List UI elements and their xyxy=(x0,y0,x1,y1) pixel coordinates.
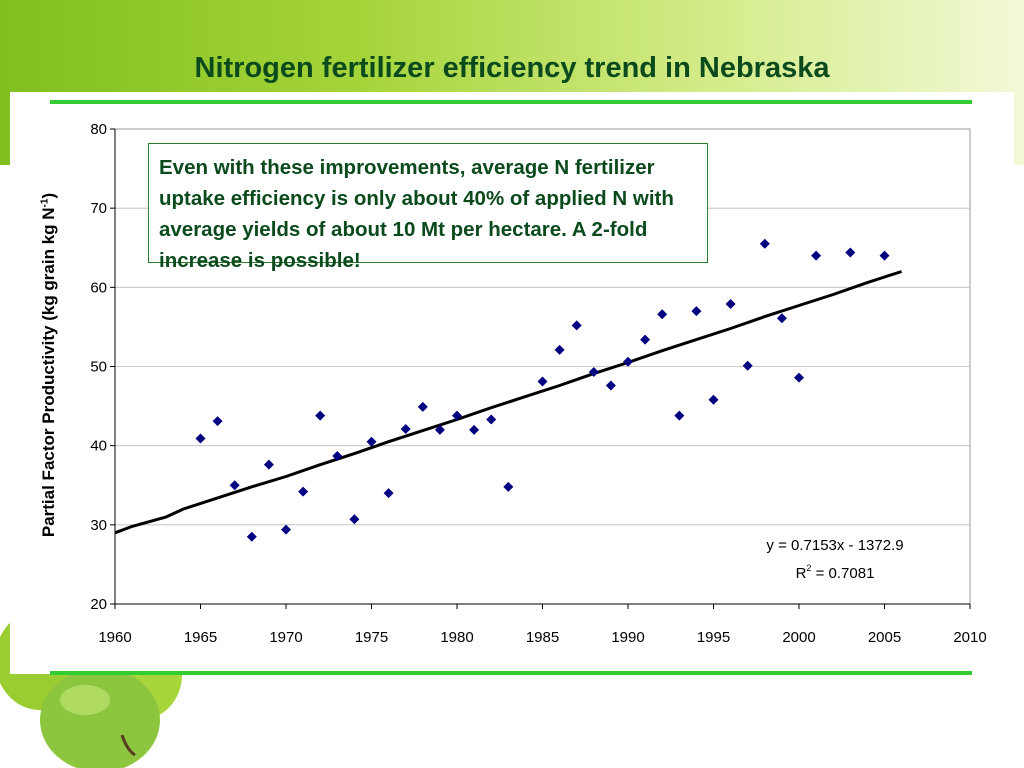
data-point xyxy=(212,416,223,427)
data-point xyxy=(674,410,685,421)
data-point xyxy=(537,376,548,387)
x-tick-label: 1995 xyxy=(697,629,730,646)
data-point xyxy=(503,481,514,492)
x-tick-label: 1965 xyxy=(184,629,217,646)
x-tick-label: 1960 xyxy=(98,629,131,646)
y-tick-label: 50 xyxy=(90,359,107,376)
data-point xyxy=(554,344,565,355)
x-tick-label: 1970 xyxy=(269,629,302,646)
data-point xyxy=(246,531,257,542)
callout-box: Even with these improvements, average N … xyxy=(148,143,708,272)
y-axis-label: Partial Factor Productivity (kg grain kg… xyxy=(39,192,58,538)
data-point xyxy=(349,514,360,525)
data-point xyxy=(845,247,856,258)
data-point xyxy=(383,488,394,499)
data-points xyxy=(195,238,890,542)
trendline-group xyxy=(114,270,903,535)
data-point xyxy=(281,524,291,535)
slide-title: Nitrogen fertilizer efficiency trend in … xyxy=(194,52,830,84)
data-point xyxy=(623,356,633,367)
data-point xyxy=(794,372,804,383)
y-tick-label: 70 xyxy=(90,200,107,217)
data-point xyxy=(486,414,497,425)
data-point xyxy=(366,436,377,447)
data-point xyxy=(691,306,702,317)
y-tick-label: 30 xyxy=(90,517,107,534)
data-point xyxy=(588,367,599,378)
x-tick-label: 1980 xyxy=(440,629,473,646)
axes xyxy=(110,128,971,609)
data-point xyxy=(434,424,445,435)
data-point xyxy=(776,313,787,324)
data-point xyxy=(469,424,480,435)
data-point xyxy=(452,410,462,421)
data-point xyxy=(759,238,770,249)
bottom-rule xyxy=(50,671,972,675)
data-point xyxy=(195,433,206,444)
data-point xyxy=(263,459,274,470)
y-tick-label: 20 xyxy=(90,596,107,613)
data-point xyxy=(417,401,428,412)
data-point xyxy=(708,394,719,405)
x-tick-label: 1975 xyxy=(355,629,388,646)
data-point xyxy=(315,410,326,421)
top-rule xyxy=(50,100,972,104)
data-point xyxy=(657,309,668,320)
tick-labels: 20 30 40 50 60 70 80 1960 1965 1970 1975 1980 1985 19… xyxy=(90,121,986,646)
data-point xyxy=(640,334,651,345)
data-point xyxy=(879,250,890,261)
x-tick-label: 2010 xyxy=(953,629,986,646)
x-tick-label: 1985 xyxy=(526,629,559,646)
data-point xyxy=(725,298,736,309)
data-point xyxy=(229,480,240,491)
data-point xyxy=(332,450,343,461)
trendline-equation: y = 0.7153x - 1372.9 xyxy=(766,537,904,554)
trendline xyxy=(114,270,903,535)
y-tick-label: 80 xyxy=(90,121,107,138)
data-point xyxy=(298,486,309,497)
data-point xyxy=(605,380,616,391)
x-tick-label: 2005 xyxy=(868,629,901,646)
y-tick-label: 40 xyxy=(90,438,107,455)
y-tick-label: 60 xyxy=(90,279,107,296)
x-tick-label: 2000 xyxy=(782,629,815,646)
data-point xyxy=(400,424,411,435)
x-tick-label: 1990 xyxy=(611,629,644,646)
data-point xyxy=(742,360,753,371)
data-point xyxy=(811,250,822,261)
r-squared-label: R2 = 0.7081 xyxy=(795,563,875,582)
data-point xyxy=(571,320,582,331)
